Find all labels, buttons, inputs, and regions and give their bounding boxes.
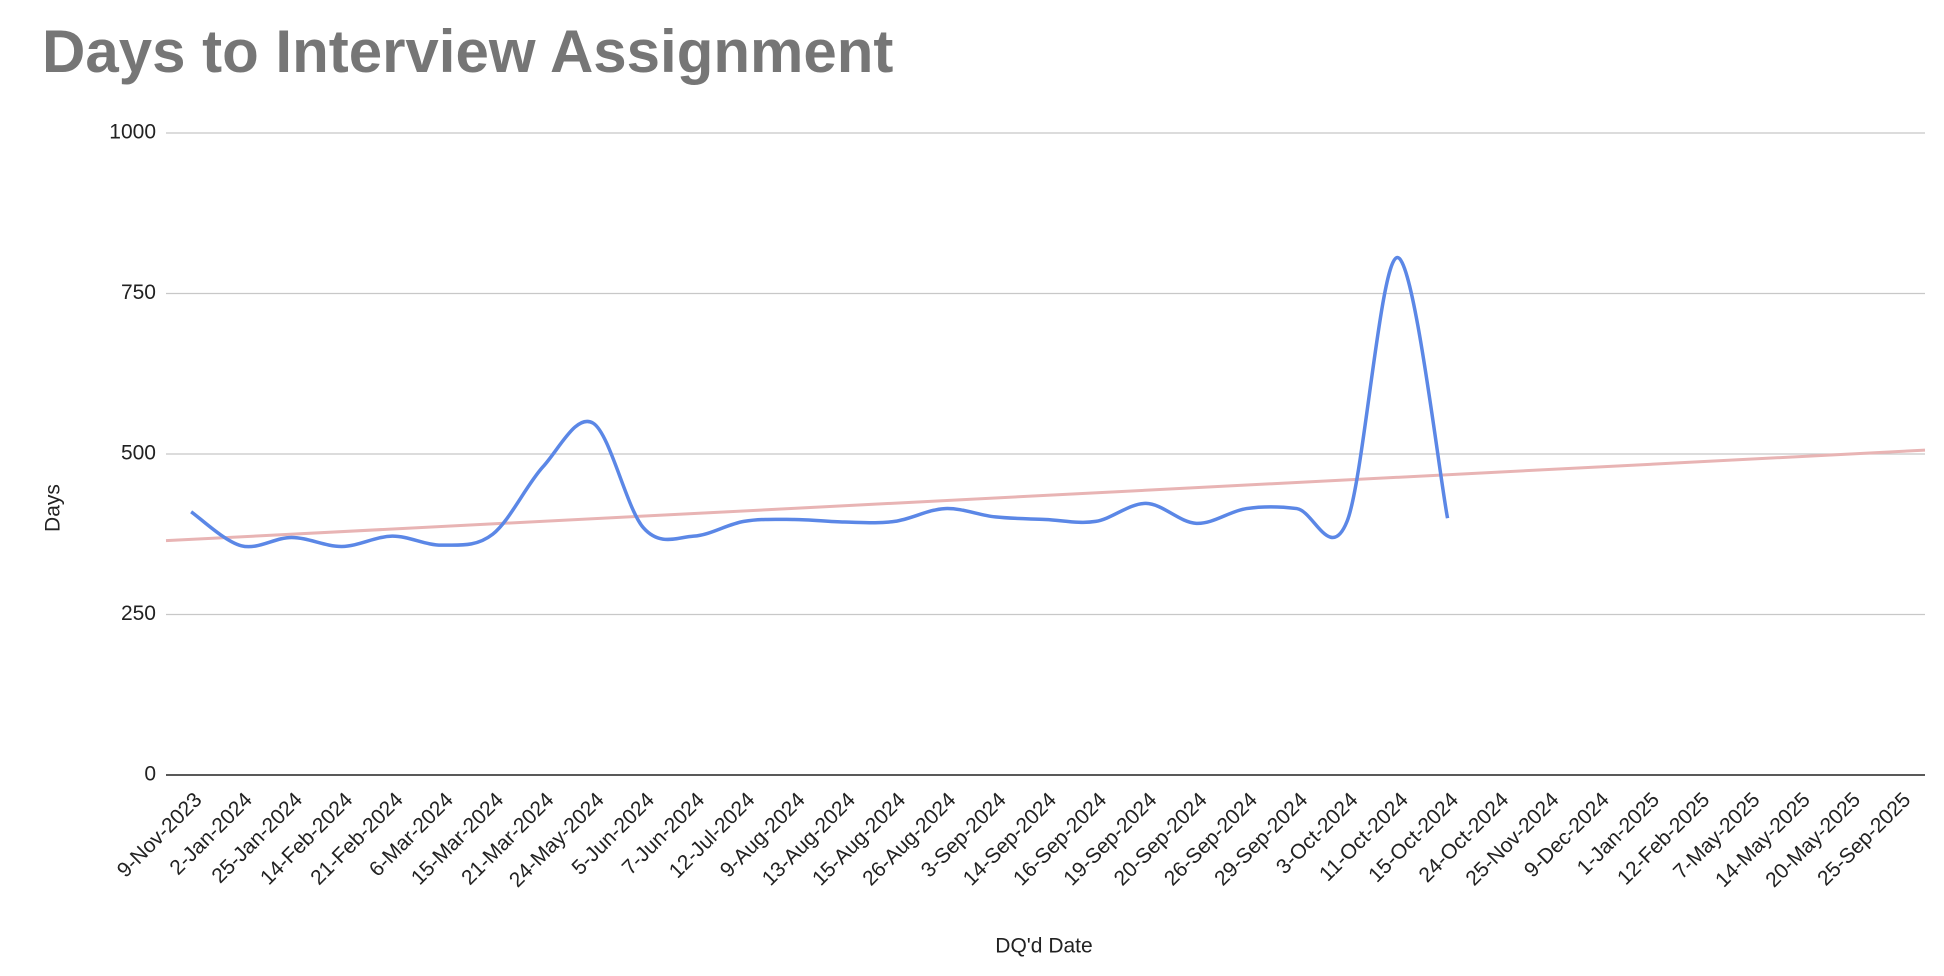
y-axis-title: Days <box>42 484 65 532</box>
y-tick-label: 750 <box>121 281 156 304</box>
x-axis-title: DQ'd Date <box>995 935 1092 958</box>
y-tick-label: 1000 <box>109 121 156 144</box>
chart-title: Days to Interview Assignment <box>42 18 893 85</box>
y-tick-label: 500 <box>121 442 156 465</box>
trendline <box>165 448 1926 543</box>
y-tick-label: 250 <box>121 602 156 625</box>
y-tick-label: 0 <box>144 763 156 786</box>
data-line <box>190 255 1450 549</box>
